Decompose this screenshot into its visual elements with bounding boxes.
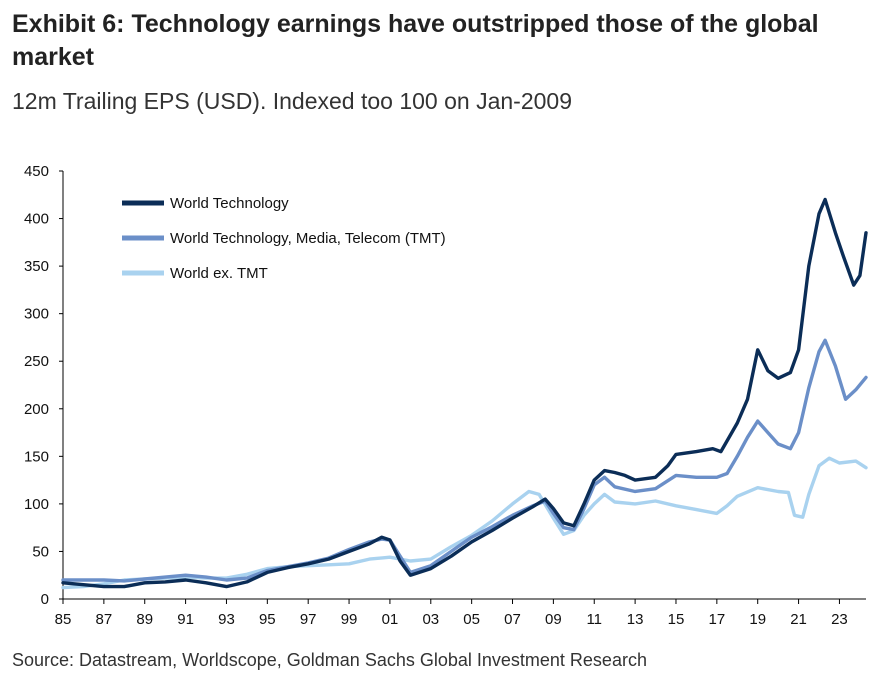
x-tick-label: 23 xyxy=(831,611,848,628)
x-tick-label: 91 xyxy=(177,611,194,628)
series-layer xyxy=(61,197,868,590)
legend-label: World ex. TMT xyxy=(170,265,268,282)
x-tick-label: 95 xyxy=(259,611,276,628)
y-tick-label: 400 xyxy=(24,211,49,228)
series-line-0 xyxy=(61,197,868,589)
x-tick-label: 19 xyxy=(749,611,766,628)
x-tick-label: 15 xyxy=(668,611,685,628)
y-tick-label: 150 xyxy=(24,448,49,465)
x-tick-label: 07 xyxy=(504,611,521,628)
x-tick-label: 11 xyxy=(586,611,602,628)
legend-label: World Technology, Media, Telecom (TMT) xyxy=(170,230,446,247)
legend: World Technology World Technology, Media,… xyxy=(122,195,446,282)
source-note: Source: Datastream, Worldscope, Goldman … xyxy=(12,650,647,670)
y-tick-label: 250 xyxy=(24,353,49,370)
y-tick-label: 200 xyxy=(24,401,49,418)
x-tick-label: 93 xyxy=(218,611,235,628)
series-line-2 xyxy=(61,456,868,590)
y-tick-label: 450 xyxy=(24,163,49,180)
x-axis: 85 87 89 91 93 95 97 99 01 03 05 07 09 11 13 15 17 19 21 23 xyxy=(55,598,866,628)
x-tick-label: 85 xyxy=(55,611,72,628)
chart-subtitle: 12m Trailing EPS (USD). Indexed too 100 … xyxy=(12,88,572,114)
x-tick-label: 21 xyxy=(790,611,807,628)
legend-label: World Technology xyxy=(170,195,289,212)
y-tick-label: 0 xyxy=(41,591,49,608)
series-line-1 xyxy=(61,338,868,583)
y-tick-label: 50 xyxy=(32,543,49,560)
x-tick-label: 87 xyxy=(96,611,113,628)
y-tick-label: 350 xyxy=(24,258,49,275)
x-tick-label: 01 xyxy=(382,611,399,628)
x-tick-label: 89 xyxy=(136,611,153,628)
x-tick-label: 97 xyxy=(300,611,317,628)
x-tick-label: 03 xyxy=(422,611,439,628)
y-axis: 0 50 100 150 200 250 300 350 400 450 xyxy=(24,163,64,608)
x-tick-label: 99 xyxy=(341,611,358,628)
x-tick-label: 17 xyxy=(708,611,725,628)
y-tick-label: 300 xyxy=(24,306,49,323)
x-tick-label: 09 xyxy=(545,611,562,628)
x-tick-label: 13 xyxy=(627,611,644,628)
y-tick-label: 100 xyxy=(24,496,49,513)
x-tick-label: 05 xyxy=(463,611,480,628)
chart-title: Exhibit 6: Technology earnings have outs… xyxy=(12,10,819,71)
